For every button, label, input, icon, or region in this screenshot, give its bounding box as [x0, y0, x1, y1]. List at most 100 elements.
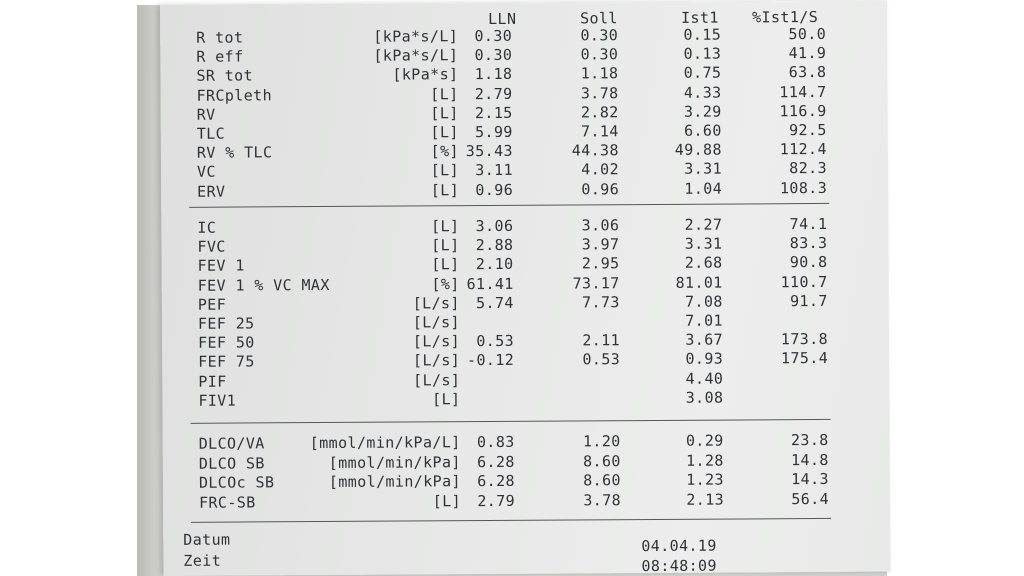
- cell-ist: 1.23: [686, 470, 724, 489]
- cell-unit: [%]: [431, 274, 460, 293]
- measurement-table: R tot [kPa*s/L] 0.30 0.30 0.15 50.0 R eff [kPa*…: [160, 1, 887, 511]
- cell-ist: 7.01: [685, 311, 723, 330]
- cell-unit: [L]: [430, 103, 459, 123]
- cell-soll: 2.82: [580, 102, 619, 122]
- cell-unit: [L]: [432, 389, 461, 409]
- cell-pct: 114.7: [779, 82, 827, 101]
- cell-unit: [%]: [430, 142, 459, 161]
- cell-lln: 3.11: [475, 161, 514, 180]
- cell-pct: 110.7: [780, 272, 828, 291]
- table-row: FEV 1 [L] 2.10 2.95 2.68 90.8: [160, 1, 887, 275]
- cell-unit: [L]: [430, 180, 460, 199]
- cell-unit: [kPa*s/L]: [373, 27, 459, 46]
- lung-function-printout: LLN Soll Ist1 %Ist1/S R tot [kPa*s/L] 0.30…: [160, 0, 891, 576]
- cell-unit: [mmol/min/kPa/L]: [309, 433, 461, 453]
- table-row: FEF 75 [L/s] -0.12 0.53 0.93 175.4: [160, 1, 887, 371]
- cell-pct: 56.4: [791, 489, 830, 508]
- cell-lln: 35.43: [465, 142, 513, 161]
- table-row: PIF [L/s] 4.40: [160, 1, 887, 390]
- cell-unit: [mmol/min/kPa]: [328, 452, 461, 472]
- cell-soll: 1.20: [582, 432, 621, 451]
- cell-pct: 92.5: [788, 120, 827, 140]
- cell-pct: 83.3: [789, 234, 828, 253]
- cell-lln: -0.12: [466, 351, 515, 370]
- cell-lln: 6.28: [477, 471, 515, 491]
- zeit-value: 08:48:09: [641, 556, 717, 576]
- cell-soll: 3.06: [581, 216, 620, 235]
- cell-ist: 2.13: [686, 490, 725, 509]
- cell-unit: [L]: [430, 161, 460, 180]
- cell-ist: 0.13: [683, 44, 722, 63]
- table-row: DLCO SB [mmol/min/kPa] 6.28 8.60 1.28 14.8: [160, 1, 887, 472]
- zeit-label: Zeit: [183, 551, 222, 570]
- table-row: TLC [L] 5.99 7.14 6.60 92.5: [160, 1, 887, 143]
- cell-soll: 3.78: [580, 83, 619, 103]
- cell-pct: 14.8: [790, 450, 829, 469]
- section-divider: [189, 202, 830, 208]
- cell-soll: 44.38: [571, 141, 619, 160]
- table-row: FIV1 [L] 3.08: [160, 1, 887, 409]
- table-row: DLCOc SB [mmol/min/kPa] 6.28 8.60 1.23 14.3: [160, 1, 887, 492]
- header-ist: Ist1: [681, 8, 719, 27]
- datum-value: 04.04.19: [641, 536, 717, 556]
- cell-lln: 0.30: [474, 26, 513, 46]
- cell-ist: 49.88: [674, 140, 722, 160]
- cell-lln: 1.18: [474, 65, 513, 84]
- cell-lln: 0.30: [474, 46, 513, 65]
- cell-soll: 3.97: [581, 235, 620, 254]
- cell-unit: [L]: [430, 123, 459, 142]
- cell-pct: 91.7: [790, 291, 828, 310]
- cell-ist: 0.15: [683, 25, 722, 44]
- table-row: R eff [kPa*s/L] 0.30 0.30 0.13 41.9: [160, 1, 887, 66]
- cell-soll: 8.60: [583, 471, 621, 490]
- cell-unit: [L/s]: [412, 293, 460, 313]
- header-percent: %Ist1/S: [752, 7, 819, 27]
- cell-ist: 1.28: [686, 451, 724, 470]
- cell-soll: 4.02: [581, 160, 620, 179]
- cell-pct: 14.3: [791, 469, 829, 489]
- cell-ist: 0.29: [685, 431, 724, 450]
- cell-lln: 0.83: [476, 432, 515, 452]
- table-row: VC [L] 3.11 4.02 3.31 82.3: [160, 1, 887, 181]
- cell-soll: 8.60: [583, 451, 621, 470]
- cell-unit: [L]: [431, 217, 460, 236]
- table-row: RV % TLC [%] 35.43 44.38 49.88 112.4: [160, 1, 887, 162]
- cell-unit: [L]: [432, 491, 462, 510]
- cell-lln: 5.74: [476, 293, 514, 312]
- section-divider: [191, 517, 832, 523]
- cell-soll: 7.73: [582, 292, 620, 312]
- cell-soll: 0.30: [580, 26, 619, 45]
- header-soll: Soll: [580, 9, 618, 28]
- cell-unit: [L/s]: [412, 332, 461, 351]
- cell-pct: 23.8: [790, 430, 829, 450]
- table-row: ERV [L] 0.96 0.96 1.04 108.3: [160, 1, 887, 201]
- cell-soll: 0.96: [581, 179, 620, 199]
- cell-ist: 3.31: [684, 234, 723, 253]
- cell-pct: 173.8: [780, 330, 829, 349]
- cell-ist: 2.27: [684, 215, 723, 234]
- cell-ist: 0.93: [685, 349, 724, 369]
- table-row: DLCO/VA [mmol/min/kPa/L] 0.83 1.20 0.29 23.8: [160, 1, 887, 453]
- cell-pct: 82.3: [789, 159, 828, 178]
- cell-ist: 3.31: [684, 159, 723, 179]
- cell-pct: 108.3: [779, 178, 828, 197]
- cell-pct: 74.1: [789, 214, 828, 234]
- cell-soll: 0.53: [582, 350, 621, 369]
- table-row: FEV 1 % VC MAX [%] 61.41 73.17 81.01 110.7: [160, 1, 887, 295]
- cell-ist: 3.67: [685, 330, 724, 349]
- cell-unit: [L/s]: [412, 313, 460, 332]
- cell-unit: [mmol/min/kPa]: [328, 472, 461, 491]
- cell-ist: 4.40: [685, 369, 724, 388]
- cell-soll: 0.30: [580, 45, 619, 64]
- table-row: IC [L] 3.06 3.06 2.27 74.1: [160, 1, 887, 237]
- cell-ist: 0.75: [683, 63, 722, 83]
- section-divider: [190, 418, 831, 424]
- cell-ist: 3.29: [683, 102, 722, 121]
- cell-lln: 6.28: [477, 452, 515, 471]
- cell-lln: 5.99: [474, 122, 513, 142]
- cell-ist: 4.33: [683, 83, 722, 102]
- cell-pct: 63.8: [788, 63, 827, 82]
- cell-pct: 116.9: [779, 101, 827, 121]
- cell-unit: [L/s]: [412, 351, 461, 370]
